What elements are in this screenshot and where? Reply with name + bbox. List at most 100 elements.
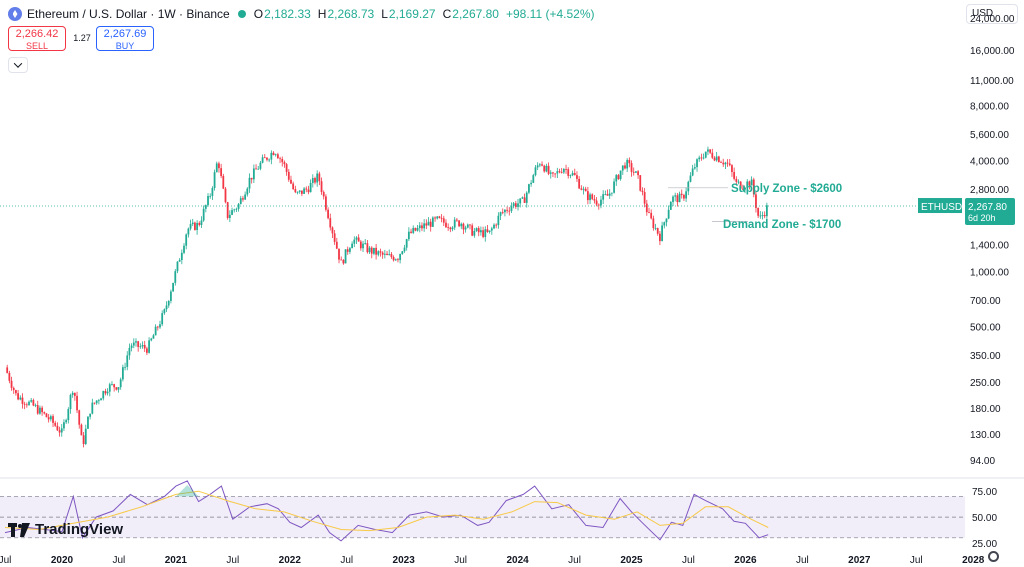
candle — [464, 225, 467, 233]
candle — [617, 174, 620, 180]
rsi-tick-label: 50.00 — [972, 513, 997, 524]
candle — [172, 282, 174, 292]
candle — [41, 405, 44, 416]
candle — [726, 159, 729, 167]
x-tick-label: 2025 — [620, 555, 643, 566]
candle — [17, 390, 19, 401]
candle — [702, 153, 705, 160]
candle — [359, 240, 362, 251]
candle — [327, 207, 329, 220]
candle — [672, 195, 674, 206]
candle — [126, 351, 129, 371]
y-tick-label: 5,600.00 — [970, 130, 1009, 141]
candle — [445, 219, 447, 228]
candle — [383, 249, 386, 259]
candle — [438, 215, 441, 219]
candle — [189, 219, 192, 231]
y-tick-label: 130.00 — [970, 430, 1001, 441]
candle — [270, 150, 273, 165]
candle — [562, 168, 565, 174]
candle — [624, 162, 626, 170]
candle — [300, 190, 303, 197]
candle — [423, 219, 426, 232]
candle — [412, 225, 415, 235]
tradingview-logo[interactable]: TradingView — [8, 521, 123, 538]
y-tick-label: 11,000.00 — [970, 76, 1014, 87]
sell-button[interactable]: 2,266.42 SELL — [8, 26, 66, 51]
candle — [388, 249, 391, 256]
candle — [152, 333, 155, 339]
candle — [759, 211, 762, 219]
candle — [370, 246, 373, 259]
x-tick-label: 2020 — [51, 555, 74, 566]
candle — [425, 219, 428, 230]
candle — [58, 426, 61, 437]
candle — [466, 223, 469, 229]
candle — [628, 157, 631, 168]
candle — [252, 164, 255, 184]
candle — [316, 170, 319, 187]
candle — [558, 168, 561, 174]
candle — [480, 226, 482, 236]
candle — [541, 161, 543, 167]
candle — [52, 414, 54, 428]
close-value: 2,267.80 — [452, 7, 499, 21]
candle — [307, 185, 310, 195]
candle — [741, 184, 744, 191]
candle — [586, 186, 589, 205]
buy-button[interactable]: 2,267.69 BUY — [96, 26, 154, 51]
candle — [204, 204, 207, 213]
candle — [84, 424, 87, 446]
candle — [287, 169, 290, 182]
candle — [523, 193, 526, 204]
candle — [504, 209, 506, 217]
candle — [200, 216, 203, 228]
sell-price: 2,266.42 — [15, 28, 59, 40]
candle — [536, 162, 539, 171]
candle — [318, 171, 321, 186]
candle — [220, 163, 223, 179]
candle — [595, 197, 598, 207]
candle — [755, 191, 757, 213]
candle — [554, 173, 557, 178]
candle — [737, 179, 740, 185]
candle — [608, 189, 611, 199]
candle — [613, 178, 615, 194]
candle — [209, 193, 212, 199]
candle — [707, 146, 709, 156]
high-value: 2,268.73 — [327, 7, 375, 21]
candle — [357, 234, 360, 242]
candle — [545, 163, 548, 173]
candle — [281, 156, 284, 167]
candle — [663, 221, 666, 229]
candle — [340, 256, 343, 261]
candle — [368, 246, 371, 255]
candle — [519, 198, 522, 208]
candle — [731, 164, 733, 177]
candle — [130, 343, 133, 352]
currency-selector[interactable]: USD — [966, 4, 1018, 24]
candle — [626, 158, 629, 172]
candle — [580, 185, 583, 191]
chevron-down-icon[interactable] — [8, 57, 28, 73]
y-tick-label: 350.00 — [970, 351, 1001, 362]
high-label: H — [317, 7, 327, 21]
candle — [246, 187, 249, 197]
symbol-title[interactable]: Ethereum / U.S. Dollar · 1W · Binance — [27, 7, 230, 21]
candle — [717, 155, 720, 163]
candle — [693, 163, 696, 170]
candle — [597, 203, 600, 210]
candle — [674, 192, 677, 202]
candle — [25, 402, 28, 408]
candle — [582, 186, 585, 195]
candle — [180, 249, 183, 265]
candle — [373, 247, 375, 256]
brand-name: TradingView — [35, 521, 124, 538]
candle — [497, 212, 500, 229]
candle — [434, 216, 436, 222]
candle — [335, 237, 338, 250]
gear-icon[interactable] — [988, 551, 999, 562]
status-dot-icon — [237, 10, 246, 18]
candle — [124, 362, 126, 371]
